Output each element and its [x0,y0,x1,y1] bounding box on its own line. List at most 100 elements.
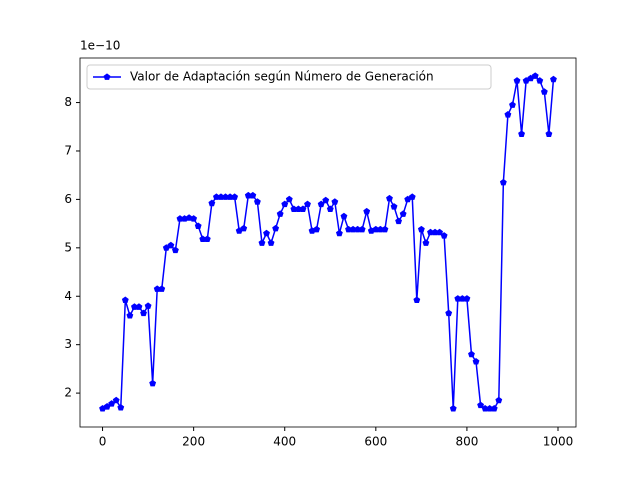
marker [112,396,120,404]
marker [108,400,116,407]
marker [513,77,521,84]
marker [217,193,225,200]
marker [172,246,179,254]
marker [176,215,184,222]
marker [427,228,434,236]
marker [281,200,289,208]
y-tick-label: 5 [64,240,72,254]
marker [518,130,525,137]
marker [349,225,357,233]
y-tick-label: 6 [64,192,72,206]
x-tick-label: 1000 [543,435,574,449]
marker [126,312,134,319]
marker [153,285,161,292]
marker [103,403,111,410]
marker [481,405,489,412]
marker [263,229,270,237]
marker [458,295,466,302]
marker [363,207,371,215]
marker [449,405,457,412]
marker [131,303,138,310]
marker [436,228,444,236]
x-tick-label: 0 [99,435,107,449]
marker [313,225,321,233]
marker [468,350,475,358]
marker [472,358,480,365]
marker [222,193,229,200]
x-tick-label: 600 [364,435,387,449]
marker [267,239,275,246]
marker [167,241,175,249]
marker [240,224,248,232]
y-offset-label: 1e−10 [80,39,120,53]
marker [490,405,498,412]
marker [386,194,393,202]
marker [550,75,557,83]
marker [272,224,280,232]
marker [417,225,425,233]
marker [276,210,284,217]
marker [495,396,503,404]
marker [399,210,407,217]
marker [226,193,234,200]
marker [376,225,384,233]
marker [253,198,261,205]
y-tick-label: 2 [64,386,72,400]
x-tick-label: 200 [182,435,205,449]
marker [358,225,366,233]
marker [244,191,252,199]
marker [390,203,398,210]
y-tick-label: 8 [64,95,72,109]
marker [158,285,166,292]
line [102,74,555,411]
marker [504,111,512,118]
marker [199,235,207,243]
marker [536,77,544,84]
marker [335,229,343,237]
legend-box [86,64,492,90]
marker [509,101,516,108]
marker [354,225,362,233]
legend-label: Valor de Adaptación según Número de Gene… [130,70,434,84]
marker [445,309,453,317]
marker [294,205,302,212]
marker [304,200,311,208]
marker [258,239,266,246]
marker [413,296,421,304]
marker [140,309,147,317]
y-tick-label: 4 [64,289,72,303]
marker [454,295,462,302]
x-tick-label: 400 [273,435,296,449]
marker [540,88,548,95]
marker [326,205,334,212]
marker [422,239,430,246]
marker [463,295,471,302]
marker [372,225,380,233]
marker [486,405,494,412]
marker [117,404,125,411]
marker [149,379,157,387]
marker [285,195,293,203]
marker [208,199,216,207]
y-tick-label: 3 [64,337,72,351]
marker [203,235,211,243]
x-tick-label: 800 [455,435,478,449]
marker [212,193,220,200]
marker [345,225,352,233]
marker [431,228,439,236]
marker [531,72,539,79]
marker [340,212,348,220]
marker [249,191,257,199]
marker [440,232,448,239]
legend-marker [103,73,111,80]
marker [477,401,484,409]
marker [322,196,330,204]
marker [194,222,202,229]
marker [135,303,143,310]
marker [331,198,339,205]
marker [144,302,152,309]
marker [299,205,307,212]
marker [499,178,507,186]
marker [408,193,416,200]
